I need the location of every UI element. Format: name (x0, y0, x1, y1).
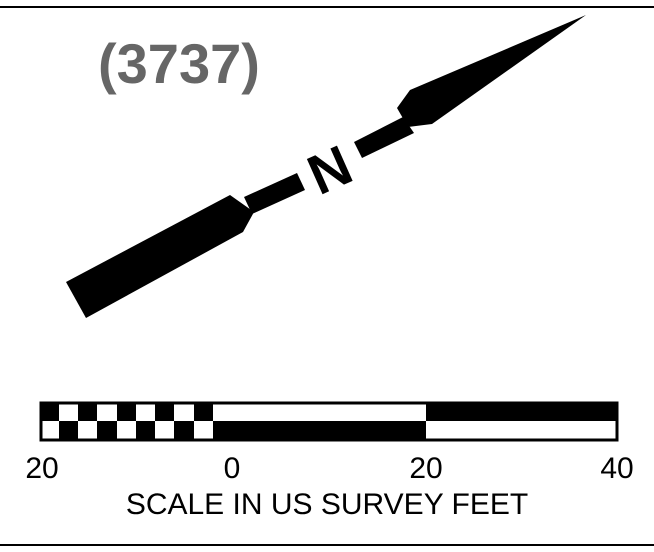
scale-tick-label: 20 (409, 452, 443, 485)
scale-bar-checker (40, 403, 232, 440)
scale-bar-segment-0-20 (232, 421, 426, 440)
north-arrow-tail (66, 195, 254, 318)
scale-tick-label: 20 (25, 452, 59, 485)
north-arrow-head (397, 15, 586, 127)
scale-tick-label: 0 (223, 452, 241, 485)
scale-bar-segment-20-40 (426, 403, 618, 421)
scale-caption: SCALE IN US SURVEY FEET (125, 488, 529, 521)
sheet-number-label: (3737) (98, 32, 260, 95)
bottom-border-line (0, 544, 654, 546)
scale-tick-label: 40 (600, 452, 634, 485)
north-arrow-lower-shaft (244, 173, 305, 214)
north-arrow-upper-shaft (354, 117, 414, 158)
top-border-line (0, 6, 654, 8)
scale-bar-outline (39, 401, 619, 442)
